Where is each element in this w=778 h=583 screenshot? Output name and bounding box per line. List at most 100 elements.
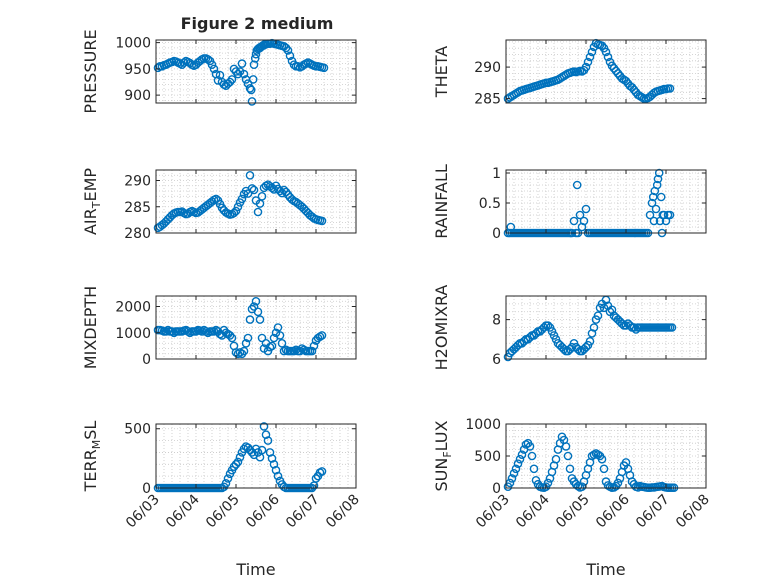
pressure-point: [227, 75, 237, 84]
theta-ytick-label: 285: [474, 92, 501, 108]
terr-msl-point: [239, 444, 249, 454]
mixdepth-point: [291, 345, 301, 355]
rainfall-ytick-label: 1: [492, 166, 501, 182]
air-temp-point: [257, 191, 267, 201]
mixdepth-point: [277, 338, 287, 348]
mixdepth-point: [249, 302, 259, 311]
sun-flux-point: [613, 478, 623, 488]
mixdepth-point: [273, 323, 283, 332]
terr-msl-ytick-label: 500: [124, 422, 151, 438]
mixdepth-point: [253, 307, 263, 317]
sun-flux-point: [563, 451, 573, 461]
mixdepth-point: [201, 327, 211, 336]
rainfall-point: [569, 216, 579, 226]
mixdepth-point: [243, 333, 253, 343]
rainfall-point: [649, 216, 659, 226]
mixdepth-point: [203, 328, 213, 338]
pressure-point: [239, 69, 249, 79]
air-temp-ytick-label: 280: [124, 226, 151, 242]
x-tick-label: 06/07: [283, 492, 323, 532]
rainfall-axes: [506, 170, 706, 233]
sun-flux-point: [529, 464, 539, 474]
h2omixra-point: [629, 323, 639, 332]
mixdepth-point: [161, 327, 171, 336]
pressure-point: [237, 59, 247, 68]
h2omixra-ytick-label: 8: [492, 313, 501, 329]
rainfall-point: [572, 180, 582, 190]
mixdepth-point: [315, 332, 325, 342]
terr-msl-point: [269, 459, 279, 469]
mixdepth-point: [255, 315, 265, 324]
mixdepth-point: [235, 348, 245, 357]
sun-flux-point: [561, 442, 571, 451]
mixdepth-point: [289, 346, 299, 356]
mixdepth-point: [279, 346, 289, 356]
pressure-point: [213, 76, 223, 85]
air-temp-ytick-label: 285: [124, 200, 151, 216]
sun-flux-point: [589, 450, 599, 460]
mixdepth-point: [167, 327, 177, 336]
sun-flux-point: [515, 454, 525, 464]
pressure-ytick-label: 900: [124, 88, 151, 104]
h2omixra-point: [573, 344, 583, 354]
x-tick-label: 06/06: [593, 491, 633, 531]
terr-msl-ytick-label: 0: [142, 481, 151, 497]
mixdepth-frame: [155, 295, 357, 360]
terr-msl-frame: [155, 423, 357, 489]
mixdepth-ytick-label: 0: [142, 352, 151, 368]
terr-msl-point: [221, 478, 231, 488]
pressure-point: [246, 85, 256, 95]
pressure-point: [250, 54, 260, 63]
pressure-point: [248, 75, 258, 84]
air-temp-point: [243, 189, 253, 198]
mixdepth-point: [307, 346, 317, 356]
sun-flux-point: [527, 451, 537, 461]
mixdepth-point: [265, 342, 275, 352]
mixdepth-point: [227, 333, 237, 343]
h2omixra-point: [581, 342, 591, 352]
theta-frame: [505, 39, 707, 104]
rainfall-point: [654, 168, 664, 178]
terr-msl-point: [231, 459, 241, 469]
mixdepth-point: [257, 333, 267, 343]
rainfall-point: [651, 204, 661, 214]
terr-msl-point: [263, 436, 273, 445]
sun-flux-point: [543, 478, 553, 488]
mixdepth-point: [309, 341, 319, 351]
pressure-point: [247, 97, 257, 106]
pressure-point: [207, 60, 217, 69]
rainfall-point: [579, 216, 589, 226]
x-tick-label: 06/06: [243, 491, 283, 531]
theta-point: [637, 93, 647, 102]
rainfall-ytick-label: 0.5: [479, 196, 501, 212]
h2omixra-point: [587, 329, 597, 338]
sun-flux-ylabel: SUNFLUX: [432, 420, 454, 491]
mixdepth-point: [281, 345, 291, 355]
air-temp-ytick-label: 290: [124, 174, 151, 190]
pressure-point: [245, 84, 255, 93]
air-temp-point: [267, 183, 277, 193]
rainfall-point: [581, 204, 591, 214]
terr-msl-ylabel: TERRMSL: [81, 421, 103, 493]
theta-point: [585, 52, 595, 62]
h2omixra-point: [519, 336, 529, 346]
air-temp-point: [317, 216, 327, 226]
theta-point: [587, 47, 597, 57]
sun-flux-ytick-label: 0: [492, 481, 501, 497]
air-temp-frame: [155, 169, 357, 234]
mixdepth-point: [197, 327, 207, 336]
rainfall-ylabel: RAINFALL: [432, 164, 451, 239]
mixdepth-point: [267, 341, 277, 351]
h2omixra-point: [607, 305, 617, 315]
sun-flux-point: [525, 442, 535, 451]
air-temp-point: [237, 194, 247, 204]
x-tick-label: 06/04: [513, 491, 553, 531]
sun-flux-point: [507, 474, 517, 483]
sun-flux-point: [633, 483, 643, 492]
pressure-frame: [155, 39, 357, 104]
theta-point: [597, 41, 607, 51]
theta-point: [665, 84, 675, 93]
mixdepth-point: [245, 315, 255, 324]
pressure-point: [249, 60, 259, 69]
air-temp-ylabel: AIRTEMP: [81, 168, 103, 235]
